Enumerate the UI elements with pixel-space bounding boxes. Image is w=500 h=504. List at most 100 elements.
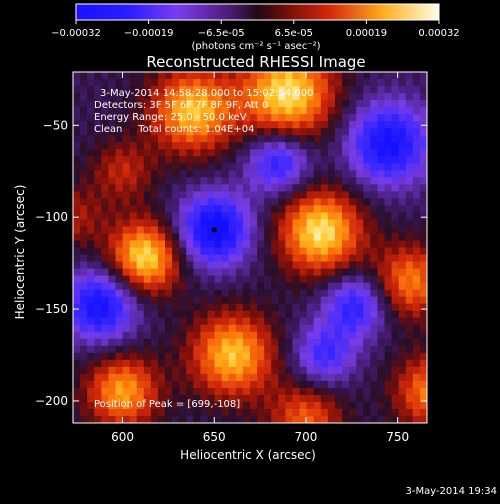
heatmap-cell — [264, 107, 272, 115]
heatmap-cell — [179, 373, 187, 382]
heatmap-cell — [377, 394, 386, 403]
heatmap-cell — [285, 352, 294, 361]
heatmap-cell — [363, 93, 371, 101]
heatmap-cell — [334, 191, 343, 199]
heatmap-cell — [391, 212, 400, 221]
heatmap-cell — [165, 275, 173, 284]
heatmap-cell — [363, 219, 371, 228]
heatmap-cell — [115, 366, 124, 375]
heatmap-cell — [228, 296, 237, 305]
heatmap-cell — [306, 177, 315, 185]
heatmap-cell — [108, 170, 117, 178]
heatmap-cell — [150, 163, 159, 171]
heatmap-cell — [228, 366, 237, 375]
heatmap-cell — [80, 366, 88, 375]
heatmap-cell — [115, 184, 124, 192]
heatmap-cell — [264, 324, 272, 333]
heatmap-cell — [405, 240, 414, 249]
heatmap-cell — [150, 205, 159, 213]
colorbar-tick-label: −0.00032 — [51, 28, 101, 39]
heatmap-cell — [221, 142, 230, 150]
heatmap-cell — [122, 163, 131, 171]
heatmap-cell — [370, 79, 379, 87]
heatmap-cell — [200, 359, 209, 368]
heatmap-cell — [271, 128, 279, 136]
heatmap-cell — [285, 191, 294, 199]
heatmap-cell — [271, 387, 279, 396]
heatmap-cell — [242, 226, 251, 235]
heatmap-cell — [157, 282, 166, 291]
heatmap-cell — [143, 226, 152, 235]
heatmap-cell — [108, 219, 117, 228]
heatmap-cell — [108, 114, 117, 122]
heatmap-cell — [207, 401, 216, 410]
heatmap-cell — [242, 156, 251, 164]
heatmap-cell — [87, 156, 95, 164]
heatmap-cell — [271, 135, 279, 143]
heatmap-cell — [306, 268, 315, 277]
heatmap-cell — [172, 359, 180, 368]
heatmap-cell — [186, 247, 194, 256]
heatmap-cell — [150, 387, 159, 396]
heatmap-cell — [356, 163, 364, 171]
heatmap-cell — [136, 373, 145, 382]
heatmap-cell — [285, 254, 294, 263]
heatmap-cell — [398, 156, 407, 164]
heatmap-cell — [200, 240, 209, 249]
heatmap-cell — [264, 401, 272, 410]
heatmap-cell — [207, 212, 216, 221]
heatmap-cell — [193, 408, 202, 417]
heatmap-cell — [342, 72, 350, 80]
heatmap-cell — [143, 128, 152, 136]
heatmap-cell — [136, 359, 145, 368]
heatmap-cell — [384, 142, 393, 150]
heatmap-cell — [349, 408, 357, 417]
heatmap-cell — [412, 296, 421, 305]
heatmap-cell — [313, 282, 322, 291]
heatmap-cell — [143, 289, 152, 298]
heatmap-cell — [398, 79, 407, 87]
heatmap-cell — [405, 261, 414, 270]
heatmap-cell — [165, 254, 173, 263]
heatmap-cell — [363, 198, 371, 206]
heatmap-cell — [235, 268, 244, 277]
heatmap-cell — [235, 114, 244, 122]
heatmap-cell — [122, 296, 131, 305]
heatmap-cell — [320, 338, 329, 347]
heatmap-cell — [306, 184, 315, 192]
heatmap-cell — [363, 79, 371, 87]
heatmap-cell — [235, 226, 244, 235]
heatmap-cell — [136, 331, 145, 340]
heatmap-cell — [377, 184, 386, 192]
heatmap-cell — [108, 233, 117, 242]
heatmap-cell — [80, 408, 88, 417]
heatmap-cell — [150, 352, 159, 361]
heatmap-cell — [292, 93, 301, 101]
heatmap-cell — [94, 121, 102, 129]
heatmap-cell — [342, 184, 350, 192]
heatmap-cell — [207, 135, 216, 143]
heatmap-cell — [264, 289, 272, 298]
heatmap-cell — [320, 149, 329, 157]
heatmap-cell — [370, 198, 379, 206]
heatmap-cell — [122, 170, 131, 178]
heatmap-cell — [412, 226, 421, 235]
heatmap-cell — [342, 324, 350, 333]
heatmap-cell — [122, 247, 131, 256]
heatmap-cell — [412, 380, 421, 389]
heatmap-cell — [370, 219, 379, 228]
heatmap-cell — [370, 275, 379, 284]
heatmap-cell — [370, 163, 379, 171]
heatmap-cell — [115, 345, 124, 354]
heatmap-cell — [377, 373, 386, 382]
heatmap-cell — [278, 296, 286, 305]
heatmap-cell — [257, 345, 265, 354]
heatmap-cell — [235, 296, 244, 305]
heatmap-cell — [172, 415, 180, 423]
heatmap-cell — [250, 226, 258, 235]
heatmap-cell — [235, 331, 244, 340]
heatmap-cell — [186, 205, 194, 213]
heatmap-cell — [214, 289, 223, 298]
heatmap-cell — [271, 415, 279, 423]
heatmap-cell — [136, 177, 145, 185]
